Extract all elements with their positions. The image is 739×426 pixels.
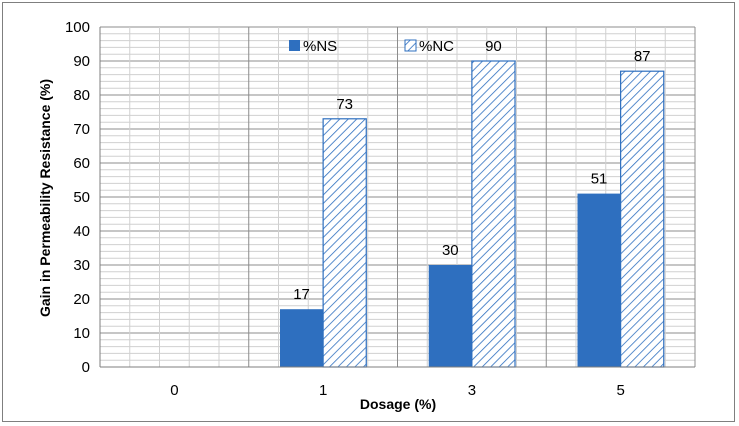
bar-ns (428, 265, 472, 367)
y-tick-label: 100 (65, 19, 90, 36)
data-label-ns: 30 (442, 242, 459, 259)
legend-swatch-ns (289, 40, 300, 51)
data-label-nc: 90 (485, 38, 502, 55)
y-tick-label: 90 (73, 53, 90, 70)
legend-swatch-nc (404, 39, 417, 52)
legend-label-nc: %NC (419, 38, 454, 55)
y-axis-ticks: 0 10 20 30 40 50 60 70 80 90 100 (65, 19, 90, 376)
y-tick-label: 0 (82, 359, 90, 376)
data-label-nc: 73 (336, 96, 353, 113)
y-axis-title: Gain in Permeability Resistance (%) (37, 79, 53, 317)
data-label-ns: 51 (591, 171, 608, 188)
bar-ns (279, 309, 324, 367)
y-tick-label: 60 (73, 155, 90, 172)
x-tick-label: 5 (616, 382, 624, 399)
data-label-ns: 17 (293, 286, 310, 303)
legend: %NS %NC (289, 38, 454, 55)
y-tick-label: 20 (73, 291, 90, 308)
bar-nc (620, 70, 665, 368)
x-tick-label: 3 (468, 382, 476, 399)
legend-label-ns: %NS (303, 38, 337, 55)
bar-ns (577, 193, 621, 367)
data-label-nc: 87 (634, 48, 651, 65)
bars (279, 60, 665, 368)
y-tick-label: 10 (73, 325, 90, 342)
y-tick-label: 40 (73, 223, 90, 240)
x-axis-ticks: 0 1 3 5 (170, 382, 625, 399)
y-tick-label: 30 (73, 257, 90, 274)
x-tick-label: 0 (170, 382, 178, 399)
bar-nc (471, 60, 516, 368)
data-labels: 17 30 51 73 90 87 (293, 38, 650, 303)
x-axis-title: Dosage (%) (360, 396, 436, 412)
y-tick-label: 70 (73, 121, 90, 138)
y-tick-label: 80 (73, 87, 90, 104)
x-tick-label: 1 (319, 382, 327, 399)
y-tick-label: 50 (73, 189, 90, 206)
bar-nc (322, 118, 367, 368)
